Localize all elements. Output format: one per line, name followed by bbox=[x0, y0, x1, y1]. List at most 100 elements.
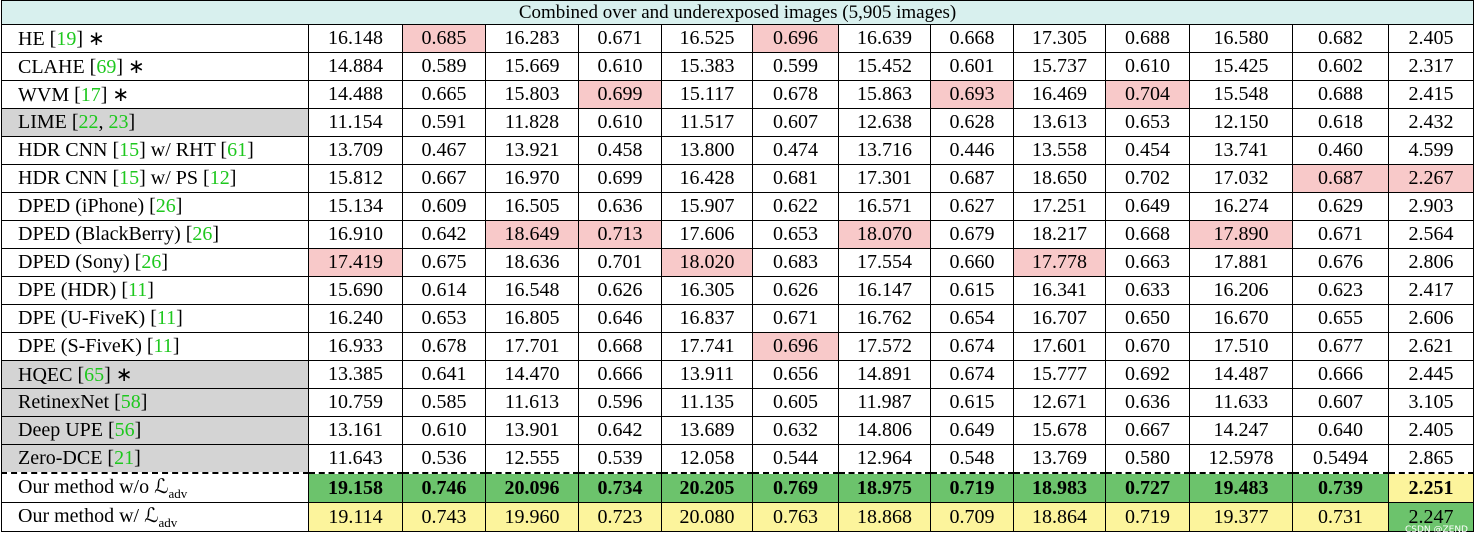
score-cell: 0.674 bbox=[930, 360, 1014, 389]
score-cell: 16.505 bbox=[485, 192, 579, 221]
score-cell: 0.649 bbox=[930, 416, 1014, 445]
score-cell: 11.987 bbox=[838, 388, 931, 417]
score-cell: 15.690 bbox=[308, 276, 403, 305]
score-cell: 11.154 bbox=[308, 108, 403, 137]
score-cell: 0.636 bbox=[1105, 388, 1190, 417]
score-cell: 15.669 bbox=[485, 52, 579, 81]
score-cell: 0.633 bbox=[1105, 276, 1190, 305]
score-cell: 0.746 bbox=[402, 472, 486, 503]
score-cell: 16.240 bbox=[308, 304, 403, 333]
score-cell: 0.610 bbox=[402, 416, 486, 445]
score-cell: 13.716 bbox=[838, 136, 931, 165]
score-cell: 0.731 bbox=[1292, 502, 1389, 532]
score-cell: 18.649 bbox=[485, 220, 579, 249]
score-cell: 11.135 bbox=[661, 388, 753, 417]
score-cell: 0.687 bbox=[1292, 164, 1389, 193]
score-cell: 16.580 bbox=[1189, 24, 1293, 53]
citation: 15 bbox=[119, 167, 140, 189]
score-cell: 0.614 bbox=[402, 276, 486, 305]
table-row: DPED (iPhone) [26] 15.134 0.609 16.505 0.636… bbox=[1, 192, 1474, 221]
score-cell: 0.713 bbox=[578, 220, 662, 249]
score-cell: 0.615 bbox=[930, 388, 1014, 417]
score-cell: 0.548 bbox=[930, 444, 1014, 474]
score-cell: 0.539 bbox=[578, 444, 662, 474]
table-row: DPED (BlackBerry) [26] 16.910 0.642 18.649 0… bbox=[1, 220, 1474, 249]
score-cell: 15.548 bbox=[1189, 80, 1293, 109]
score-cell: 12.058 bbox=[661, 444, 753, 474]
score-cell: 17.419 bbox=[308, 248, 403, 277]
score-cell: 0.626 bbox=[752, 276, 839, 305]
score-cell: 16.274 bbox=[1189, 192, 1293, 221]
score-cell: 16.283 bbox=[485, 24, 579, 53]
score-cell: 15.678 bbox=[1013, 416, 1106, 445]
score-cell: 18.864 bbox=[1013, 502, 1106, 532]
method-label: RetinexNet [58] bbox=[1, 388, 309, 417]
score-cell: 0.668 bbox=[1105, 220, 1190, 249]
table-row: CLAHE [69] ∗ 14.884 0.589 15.669 0.610 15.383… bbox=[1, 52, 1474, 81]
score-cell: 2.621 bbox=[1387, 332, 1474, 361]
score-cell: 0.654 bbox=[930, 304, 1014, 333]
score-cell: 0.671 bbox=[1292, 220, 1389, 249]
table-row: DPED (Sony) [26] 17.419 0.675 18.636 0.701 18… bbox=[1, 248, 1474, 277]
score-cell: 16.670 bbox=[1189, 304, 1293, 333]
score-cell: 2.606 bbox=[1387, 304, 1474, 333]
score-cell: 0.623 bbox=[1292, 276, 1389, 305]
score-cell: 15.737 bbox=[1013, 52, 1106, 81]
score-cell: 0.667 bbox=[1105, 416, 1190, 445]
label-text: DPE (U-FiveK) [ bbox=[18, 307, 157, 329]
label-text: Zero-DCE [ bbox=[18, 447, 115, 469]
score-cell: 18.636 bbox=[485, 248, 579, 277]
label-text: ] bbox=[247, 139, 254, 161]
score-cell: 0.681 bbox=[752, 164, 839, 193]
label-text: adv bbox=[168, 486, 188, 501]
score-cell: 2.405 bbox=[1387, 416, 1474, 445]
score-cell: 0.458 bbox=[578, 136, 662, 165]
table-row: DPE (U-FiveK) [11] 16.240 0.653 16.805 0.646… bbox=[1, 304, 1474, 333]
score-cell: 15.383 bbox=[661, 52, 753, 81]
score-cell: 16.933 bbox=[308, 332, 403, 361]
citation: 21 bbox=[114, 447, 135, 469]
score-cell: 17.890 bbox=[1189, 220, 1293, 249]
label-text: , bbox=[98, 111, 109, 133]
score-cell: 0.763 bbox=[752, 502, 839, 532]
table-title: Combined over and underexposed images (5… bbox=[0, 0, 1474, 25]
score-cell: 13.385 bbox=[308, 360, 403, 389]
label-text: CLAHE [ bbox=[18, 56, 97, 78]
label-text: ] ∗ bbox=[104, 364, 133, 386]
method-label: HDR CNN [15] w/ PS [12] bbox=[1, 164, 309, 193]
score-cell: 17.554 bbox=[838, 248, 931, 277]
score-cell: 0.727 bbox=[1105, 472, 1190, 503]
score-cell: 0.596 bbox=[578, 388, 662, 417]
score-cell: 11.828 bbox=[485, 108, 579, 137]
score-cell: 2.405 bbox=[1387, 24, 1474, 53]
label-text: ] bbox=[212, 223, 220, 245]
score-cell: 0.622 bbox=[752, 192, 839, 221]
label-text: ] bbox=[175, 195, 183, 217]
method-label: WVM [17] ∗ bbox=[1, 80, 309, 109]
score-cell: 2.317 bbox=[1387, 52, 1474, 81]
score-cell: 0.677 bbox=[1292, 332, 1389, 361]
citation: 61 bbox=[227, 139, 248, 161]
score-cell: 0.660 bbox=[930, 248, 1014, 277]
score-cell: 17.032 bbox=[1189, 164, 1293, 193]
label-text: ] w/ RHT [ bbox=[139, 139, 228, 161]
label-text: ] w/ PS [ bbox=[139, 167, 210, 189]
score-cell: 0.536 bbox=[402, 444, 486, 474]
score-cell: 2.415 bbox=[1387, 80, 1474, 109]
score-cell: 16.305 bbox=[661, 276, 753, 305]
score-cell: 0.699 bbox=[578, 164, 662, 193]
score-cell: 0.723 bbox=[578, 502, 662, 532]
score-cell: 0.685 bbox=[402, 24, 486, 53]
method-label: Zero-DCE [21] bbox=[1, 444, 309, 474]
score-cell: 18.217 bbox=[1013, 220, 1106, 249]
score-cell: 11.613 bbox=[485, 388, 579, 417]
label-text: ] bbox=[147, 279, 154, 301]
score-cell: 16.571 bbox=[838, 192, 931, 221]
method-label: HQEC [65] ∗ bbox=[1, 360, 309, 389]
table-row: HE [19] ∗ 16.148 0.685 16.283 0.671 16.525 0.6… bbox=[1, 24, 1474, 53]
score-cell: 10.759 bbox=[308, 388, 403, 417]
score-cell: 18.650 bbox=[1013, 164, 1106, 193]
score-cell: 0.640 bbox=[1292, 416, 1389, 445]
citation: 58 bbox=[120, 391, 141, 413]
